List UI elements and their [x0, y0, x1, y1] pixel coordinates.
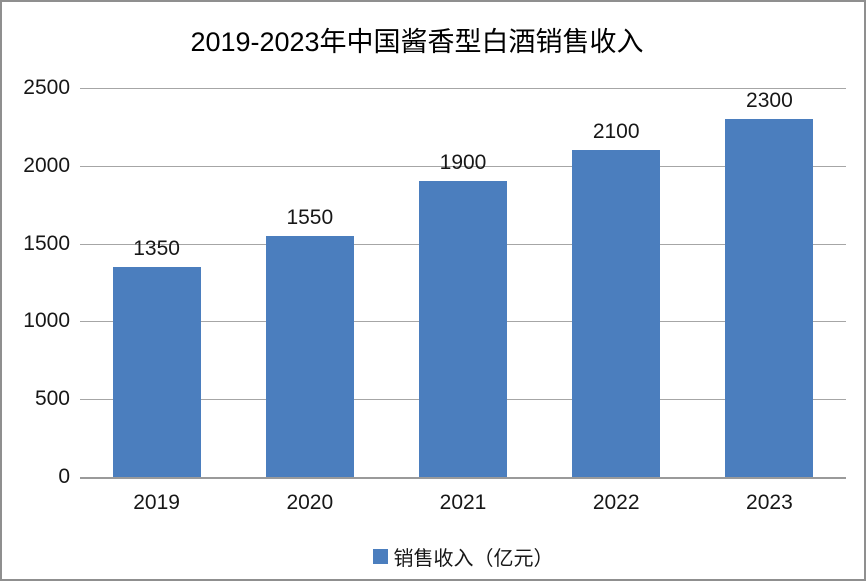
- data-label-2023: 2300: [746, 89, 793, 112]
- legend: 销售收入（亿元）: [80, 542, 846, 571]
- legend-label: 销售收入（亿元）: [393, 548, 554, 570]
- bar-2022: [572, 150, 661, 477]
- x-tick-label-2023: 2023: [746, 491, 793, 514]
- x-tick-label-2019: 2019: [133, 491, 180, 514]
- y-tick-label-0: 0: [58, 465, 70, 488]
- x-tick-label-2022: 2022: [592, 491, 640, 514]
- data-label-2020: 1550: [286, 206, 334, 229]
- bar-2019: [112, 267, 201, 477]
- gridline-2500: [80, 88, 846, 89]
- y-tick-label-1000: 1000: [23, 309, 70, 333]
- bar-2021: [419, 181, 507, 477]
- data-label-2022: 2100: [592, 120, 640, 143]
- y-axis-labels: 0 500 1000 1500 2000 2500: [2, 2, 70, 588]
- y-tick-label-1500: 1500: [23, 231, 70, 255]
- y-tick-label-500: 500: [34, 387, 70, 411]
- y-tick-label-2000: 2000: [23, 153, 70, 177]
- gridline-2000: [80, 165, 846, 167]
- legend-marker-swatch: [372, 549, 388, 564]
- data-label-2021: 1900: [439, 151, 487, 174]
- data-label-2019: 1350: [133, 237, 180, 260]
- bar-2023: [725, 119, 814, 477]
- x-axis-labels: 2019 2020 2021 2022 2023: [2, 491, 867, 519]
- x-tick-label-2021: 2021: [439, 491, 487, 514]
- plot-area: 1350 1550 1900 2100 2300: [80, 88, 846, 479]
- x-tick-label-2020: 2020: [286, 491, 334, 514]
- bar-2020: [265, 236, 354, 477]
- chart-title: 2019-2023年中国酱香型白酒销售收入: [190, 27, 644, 57]
- y-tick-label-2500: 2500: [23, 76, 70, 99]
